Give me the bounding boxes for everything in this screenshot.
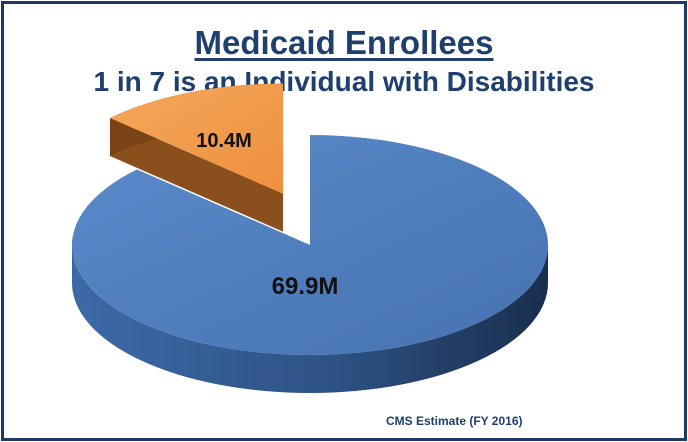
data-label-69-9m: 69.9M [272,273,339,300]
pie-slice-10-4m [109,83,283,232]
pie-slice-69-9m [71,135,549,393]
source-note: CMS Estimate (FY 2016) [386,414,523,428]
chart-subtitle: 1 in 7 is an Individual with Disabilitie… [93,66,595,97]
data-label-10-4m: 10.4M [196,130,252,152]
chart-title: Medicaid Enrollees [194,24,494,61]
